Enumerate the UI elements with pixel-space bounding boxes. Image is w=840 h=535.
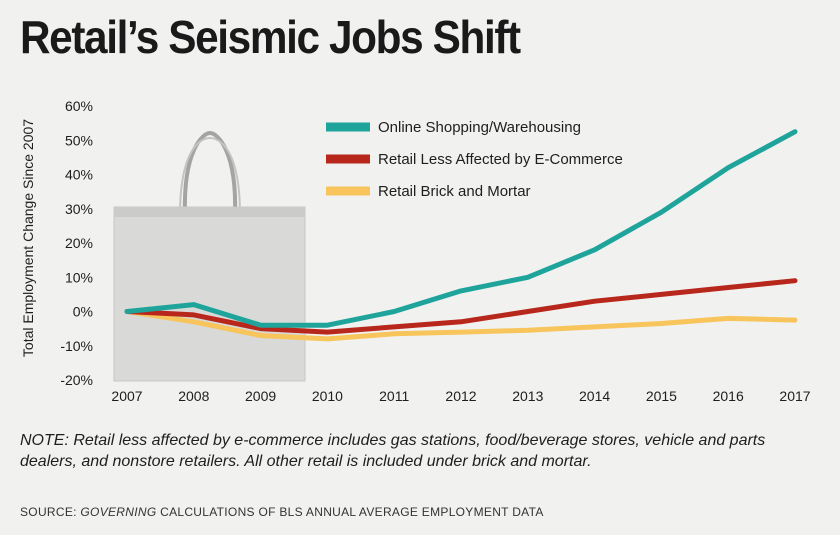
x-tick-label: 2014 (579, 388, 610, 404)
chart-title: Retail’s Seismic Jobs Shift (20, 11, 521, 63)
y-tick-label: 50% (65, 132, 93, 148)
x-axis-ticks: 2007 2008 2009 2010 2011 2012 2013 2014 2015 2016… (111, 388, 810, 404)
x-tick-label: 2016 (713, 388, 744, 404)
y-tick-label: -10% (60, 338, 93, 354)
y-axis-label: Total Employment Change Since 2007 (20, 119, 36, 357)
series-lines (124, 129, 798, 342)
x-tick-label: 2017 (779, 388, 810, 404)
source-publisher: GOVERNING (80, 505, 157, 519)
legend-label: Retail Brick and Mortar (378, 183, 531, 200)
source-suffix: CALCULATIONS OF BLS ANNUAL AVERAGE EMPLO… (156, 505, 544, 519)
legend-label: Retail Less Affected by E-Commerce (378, 151, 623, 168)
x-tick-label: 2007 (111, 388, 142, 404)
x-tick-label: 2013 (512, 388, 543, 404)
y-tick-label: -20% (60, 372, 93, 388)
y-tick-label: 20% (65, 235, 93, 251)
series-line (124, 278, 798, 335)
shopping-bag-illustration (113, 130, 306, 382)
y-tick-label: 0% (73, 304, 93, 320)
chart-legend: Online Shopping/Warehousing Retail Less A… (326, 119, 623, 200)
x-tick-label: 2008 (178, 388, 209, 404)
x-tick-label: 2011 (379, 388, 409, 404)
series-line (124, 309, 798, 342)
line-chart: 60%50%40%30%20%10%0%-10%-20% 2007 2008 200… (20, 98, 811, 404)
x-tick-label: 2012 (445, 388, 476, 404)
series-line (124, 129, 798, 328)
legend-label: Online Shopping/Warehousing (378, 119, 581, 136)
x-tick-label: 2009 (245, 388, 276, 404)
x-tick-label: 2015 (646, 388, 677, 404)
y-tick-label: 10% (65, 269, 93, 285)
source-prefix: SOURCE: (20, 505, 81, 519)
y-tick-label: 30% (65, 201, 93, 217)
source-line: SOURCE: GOVERNING CALCULATIONS OF BLS AN… (20, 505, 544, 519)
chart-note: NOTE: Retail less affected by e-commerce… (20, 432, 766, 470)
y-tick-label: 40% (65, 167, 93, 183)
x-tick-label: 2010 (312, 388, 343, 404)
y-axis-ticks: 60% 50% 40% 30% 20% 10% 0% -10% -20% (60, 98, 93, 388)
y-tick-label: 60% (65, 98, 93, 114)
